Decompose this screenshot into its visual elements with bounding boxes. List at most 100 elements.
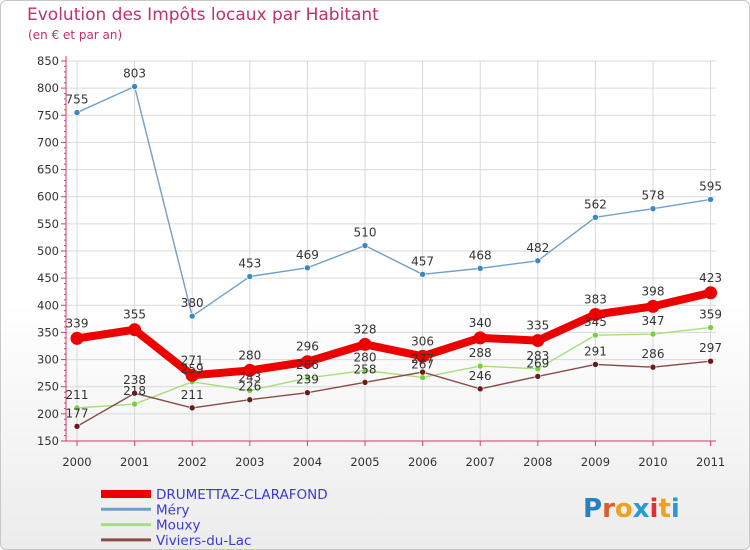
data-point — [534, 373, 542, 380]
logo-letter: P — [583, 494, 602, 524]
data-point — [361, 367, 369, 374]
data-label: 383 — [584, 293, 607, 307]
data-label: 211 — [181, 388, 204, 402]
data-label: 258 — [354, 362, 377, 376]
legend-label: Méry — [156, 502, 190, 518]
y-tick-label: 150 — [37, 434, 59, 448]
label-layer: 755 803 380 453 469 510 457 468 482 562 578 595 211 2… — [66, 67, 723, 421]
y-tick-label: 600 — [37, 190, 59, 204]
y-tick-label: 250 — [37, 380, 59, 394]
x-tick-label: 2008 — [523, 455, 552, 469]
data-label: 286 — [642, 347, 665, 361]
x-tick-label: 2010 — [638, 455, 667, 469]
data-label: 246 — [469, 369, 492, 383]
data-label: 339 — [66, 316, 89, 330]
data-label: 243 — [238, 371, 261, 385]
data-point — [361, 242, 369, 249]
data-label: 595 — [699, 179, 722, 193]
data-label: 306 — [411, 334, 434, 348]
data-point — [185, 368, 199, 382]
data-label: 578 — [642, 189, 665, 203]
data-label: 340 — [469, 316, 492, 330]
data-point — [707, 196, 714, 203]
data-label: 297 — [699, 341, 722, 355]
chart-subtitle: (en € et par an) — [28, 28, 123, 42]
series-line — [76, 85, 712, 317]
data-label: 211 — [66, 388, 89, 402]
x-tick-label: 2005 — [350, 455, 379, 469]
x-tick-label: 2011 — [696, 455, 725, 469]
data-label: 177 — [66, 406, 89, 420]
series-layer — [70, 83, 718, 430]
data-point — [592, 331, 599, 339]
data-point — [649, 330, 657, 338]
data-point — [246, 273, 254, 280]
data-point — [246, 387, 254, 394]
data-label: 271 — [181, 353, 204, 367]
data-label: 277 — [411, 352, 434, 366]
legend-label: Mouxy — [156, 518, 200, 534]
data-point — [588, 308, 602, 322]
data-point — [131, 389, 138, 397]
data-label: 288 — [469, 346, 492, 360]
data-point — [476, 265, 484, 272]
data-label: 335 — [526, 319, 549, 333]
series-line — [73, 288, 715, 380]
data-point — [243, 363, 257, 377]
data-point — [304, 389, 311, 396]
logo-text: Proxiti — [583, 494, 680, 524]
y-tick-label: 300 — [37, 353, 59, 367]
legend-label: Viviers-du-Lac — [156, 533, 251, 549]
data-point — [358, 337, 372, 351]
logo-letter: i — [650, 494, 659, 524]
data-point — [246, 396, 254, 404]
y-tick-label: 350 — [37, 325, 59, 339]
logo-letter: i — [671, 494, 680, 524]
data-point — [73, 423, 81, 430]
data-point — [304, 264, 311, 272]
data-point — [131, 400, 138, 408]
x-tick-label: 2007 — [466, 455, 495, 469]
y-tick-label: 800 — [37, 81, 59, 95]
data-point — [534, 365, 542, 373]
data-point — [73, 404, 81, 412]
y-tick-label: 650 — [37, 163, 59, 177]
data-point — [707, 324, 714, 331]
y-tick-label: 750 — [37, 108, 59, 122]
data-label: 457 — [411, 254, 434, 268]
data-point — [419, 271, 426, 278]
data-point — [476, 362, 484, 370]
x-tick-label: 2002 — [178, 455, 207, 469]
x-tick-label: 2001 — [120, 455, 149, 469]
logo: Proxiti — [583, 494, 680, 524]
x-tick-label: 2006 — [408, 455, 437, 469]
data-label: 269 — [526, 356, 549, 370]
data-label: 280 — [354, 350, 377, 364]
data-point — [188, 404, 196, 412]
data-point — [188, 312, 196, 320]
data-point — [416, 349, 430, 363]
data-label: 296 — [296, 340, 319, 354]
data-point — [646, 299, 660, 313]
data-point — [419, 368, 426, 376]
data-label: 267 — [411, 357, 434, 371]
data-label: 755 — [66, 93, 89, 107]
x-tick-label: 2004 — [293, 455, 322, 469]
data-label: 347 — [642, 314, 665, 328]
data-label: 239 — [296, 373, 319, 387]
data-point — [73, 109, 81, 116]
legend: DRUMETTAZ-CLARAFONDMéryMouxyViviers-du-L… — [101, 487, 328, 549]
data-point — [707, 357, 714, 365]
logo-letter: o — [615, 494, 633, 524]
y-tick-label: 850 — [37, 54, 59, 68]
y-tick-label: 450 — [37, 271, 59, 285]
data-label: 453 — [238, 257, 261, 271]
data-label: 238 — [123, 373, 146, 387]
y-tick-label: 500 — [37, 244, 59, 258]
data-label: 398 — [642, 284, 665, 298]
data-label: 562 — [584, 197, 607, 211]
x-tick-label: 2000 — [62, 455, 91, 469]
logo-letter: t — [658, 494, 670, 524]
data-point — [419, 374, 426, 381]
